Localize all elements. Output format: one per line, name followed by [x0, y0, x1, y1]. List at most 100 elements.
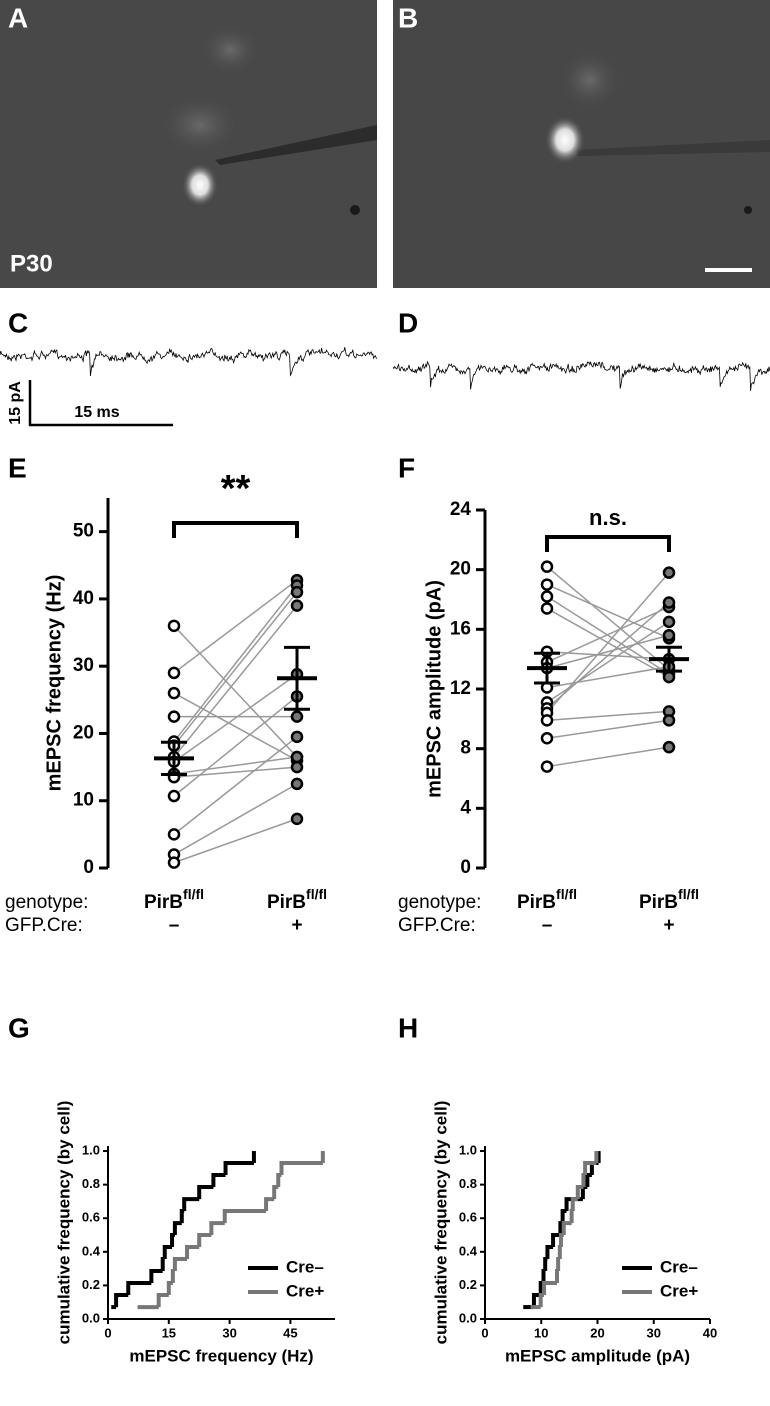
data-point: [167, 686, 181, 700]
y-tick-label: 40: [73, 588, 94, 609]
data-point: [290, 599, 304, 612]
cdf-step: [114, 1292, 129, 1308]
cdf-step: [211, 1173, 226, 1187]
data-point: [662, 740, 676, 754]
data-point: [540, 714, 554, 727]
panel-letter: H: [398, 1012, 418, 1043]
pair-line: [173, 584, 298, 742]
significance-label: **: [221, 468, 251, 510]
x-tick-label: 15: [162, 1325, 176, 1340]
cdf-step: [162, 1244, 173, 1260]
trace: [0, 347, 378, 377]
significance-label: n.s.: [589, 505, 627, 530]
cdf-step: [558, 1233, 564, 1247]
data-point: [167, 856, 181, 869]
y-tick-label: 12: [450, 678, 471, 699]
data-point: [662, 714, 676, 727]
data-point: [540, 602, 554, 615]
genotype-sup: fl/fl: [678, 886, 699, 902]
cdf-step: [197, 1233, 212, 1247]
y-tick-label: 20: [73, 722, 94, 743]
y-tick-label: 1.0: [82, 1142, 100, 1157]
cdf-step: [160, 1257, 165, 1271]
cdf-step: [580, 1184, 588, 1200]
cdf-step: [185, 1244, 200, 1260]
cdf-step: [545, 1244, 554, 1260]
y-axis-label: mEPSC frequency (Hz): [43, 575, 65, 792]
y-axis-label: cumulative frequency (by cell): [431, 1101, 450, 1345]
y-tick-label: 24: [450, 499, 472, 520]
pair-line: [173, 605, 298, 758]
cdf-step: [179, 1209, 185, 1224]
pair-line: [173, 766, 298, 778]
cre-label: +: [291, 915, 302, 936]
panel-letter: A: [8, 2, 28, 33]
trace: [392, 360, 770, 391]
pair-line: [173, 783, 298, 856]
pair-line: [546, 710, 670, 722]
cdf-step: [569, 1209, 574, 1224]
panel-letter: B: [398, 2, 418, 33]
cdf-step: [531, 1292, 541, 1308]
pair-line: [546, 719, 670, 739]
y-tick-label: 0.6: [82, 1210, 100, 1225]
data-point: [290, 730, 304, 744]
pair-line: [173, 692, 298, 762]
data-point: [167, 789, 181, 803]
cdf-step: [166, 1281, 173, 1295]
x-tick-label: 30: [647, 1325, 661, 1340]
cdf-step: [172, 1221, 182, 1236]
y-tick-label: 0.4: [459, 1243, 478, 1258]
pair-line: [546, 634, 670, 669]
y-tick-label: 0: [460, 857, 471, 878]
genotype-sup: fl/fl: [183, 886, 204, 902]
pair-line: [173, 695, 298, 797]
genotype-sup: fl/fl: [556, 886, 577, 902]
pair-line: [173, 756, 298, 775]
row-label: GFP.Cre:: [398, 915, 476, 936]
legend-label: Cre+: [660, 1281, 698, 1300]
pair-line: [546, 601, 670, 709]
y-tick-label: 0.8: [82, 1176, 100, 1191]
y-tick-label: 0.2: [459, 1277, 477, 1292]
x-tick-label: 10: [534, 1325, 548, 1340]
cdf-step: [583, 1160, 597, 1176]
y-tick-label: 0.4: [82, 1243, 101, 1258]
cdf-step: [170, 1268, 175, 1284]
pair-line: [546, 746, 670, 768]
cre-label: +: [663, 915, 674, 936]
cdf-step: [585, 1173, 592, 1187]
cdf-step: [556, 1257, 561, 1271]
genotype-base: PirB: [639, 892, 678, 913]
panel-letter: D: [398, 307, 418, 338]
micrograph-a: [0, 0, 377, 288]
cdf-step: [156, 1292, 169, 1308]
x-axis-label: mEPSC frequency (Hz): [129, 1346, 313, 1365]
data-point: [167, 666, 181, 680]
data-point: [167, 619, 181, 633]
data-point: [290, 760, 304, 774]
x-tick-label: 20: [590, 1325, 604, 1340]
pair-line: [173, 818, 298, 864]
y-tick-label: 50: [73, 521, 94, 542]
y-tick-label: 20: [450, 559, 471, 580]
y-tick-label: 0.2: [82, 1277, 100, 1292]
y-tick-label: 0.0: [82, 1310, 100, 1325]
cdf-step: [551, 1233, 561, 1247]
pair-line: [546, 606, 670, 663]
data-point: [540, 560, 554, 573]
cdf-step: [561, 1221, 572, 1236]
genotype-base: PirB: [517, 892, 556, 913]
y-tick-label: 30: [73, 655, 94, 676]
y-tick-label: 0.0: [459, 1310, 477, 1325]
legend-label: Cre–: [286, 1257, 324, 1276]
cre-label: –: [169, 915, 180, 936]
pair-line: [546, 566, 670, 671]
cdf-step: [272, 1184, 279, 1200]
row-label: genotype:: [398, 892, 481, 913]
age-label: P30: [10, 250, 53, 277]
y-tick-label: 4: [460, 797, 471, 818]
pair-line: [173, 591, 298, 747]
data-point: [290, 777, 304, 791]
